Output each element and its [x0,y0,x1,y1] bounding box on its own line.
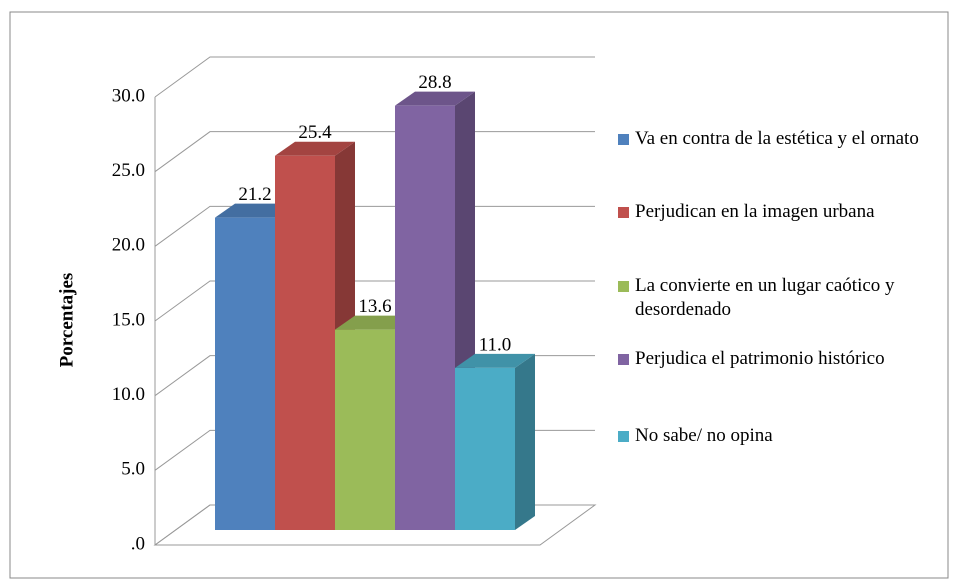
legend-label: Perjudican en la imagen urbana [635,201,875,222]
legend-swatch [618,354,629,365]
legend-item: Perjudica el patrimonio histórico [618,347,954,371]
data-label: 11.0 [479,334,512,355]
grid-line [154,56,595,98]
data-label: 21.2 [238,184,271,205]
y-axis-label: Porcentajes [56,273,77,368]
data-label: 28.8 [418,72,451,93]
bar [275,155,335,531]
legend-label: La convierte en un lugar caótico y desor… [635,275,895,320]
y-tick-label: 10.0 [112,384,145,405]
legend-swatch [618,134,629,145]
legend-item: Va en contra de la estética y el ornato [618,127,954,151]
bar [335,329,395,530]
legend-item: Perjudican en la imagen urbana [618,200,954,224]
data-label: 25.4 [298,122,332,143]
y-tick-label: 20.0 [112,235,145,256]
bar [395,105,455,531]
bar-top [455,353,535,368]
bar [215,217,275,531]
bar [455,367,515,530]
y-tick-label: .0 [131,533,145,554]
y-tick-label: 30.0 [112,85,145,106]
legend-label: Perjudica el patrimonio histórico [635,348,885,369]
bar-top [275,141,355,156]
legend-label: Va en contra de la estética y el ornato [635,128,919,149]
bar-top [395,91,475,106]
y-tick-label: 25.0 [112,160,145,181]
legend-item: No sabe/ no opina [618,424,954,448]
data-label: 13.6 [358,296,391,317]
legend-item: La convierte en un lugar caótico y desor… [618,274,954,322]
bar-side [515,353,535,530]
legend-swatch [618,207,629,218]
y-tick-label: 15.0 [112,309,145,330]
legend-swatch [618,431,629,442]
y-tick-label: 5.0 [121,459,145,480]
legend-label: No sabe/ no opina [635,425,773,446]
legend-swatch [618,281,629,292]
